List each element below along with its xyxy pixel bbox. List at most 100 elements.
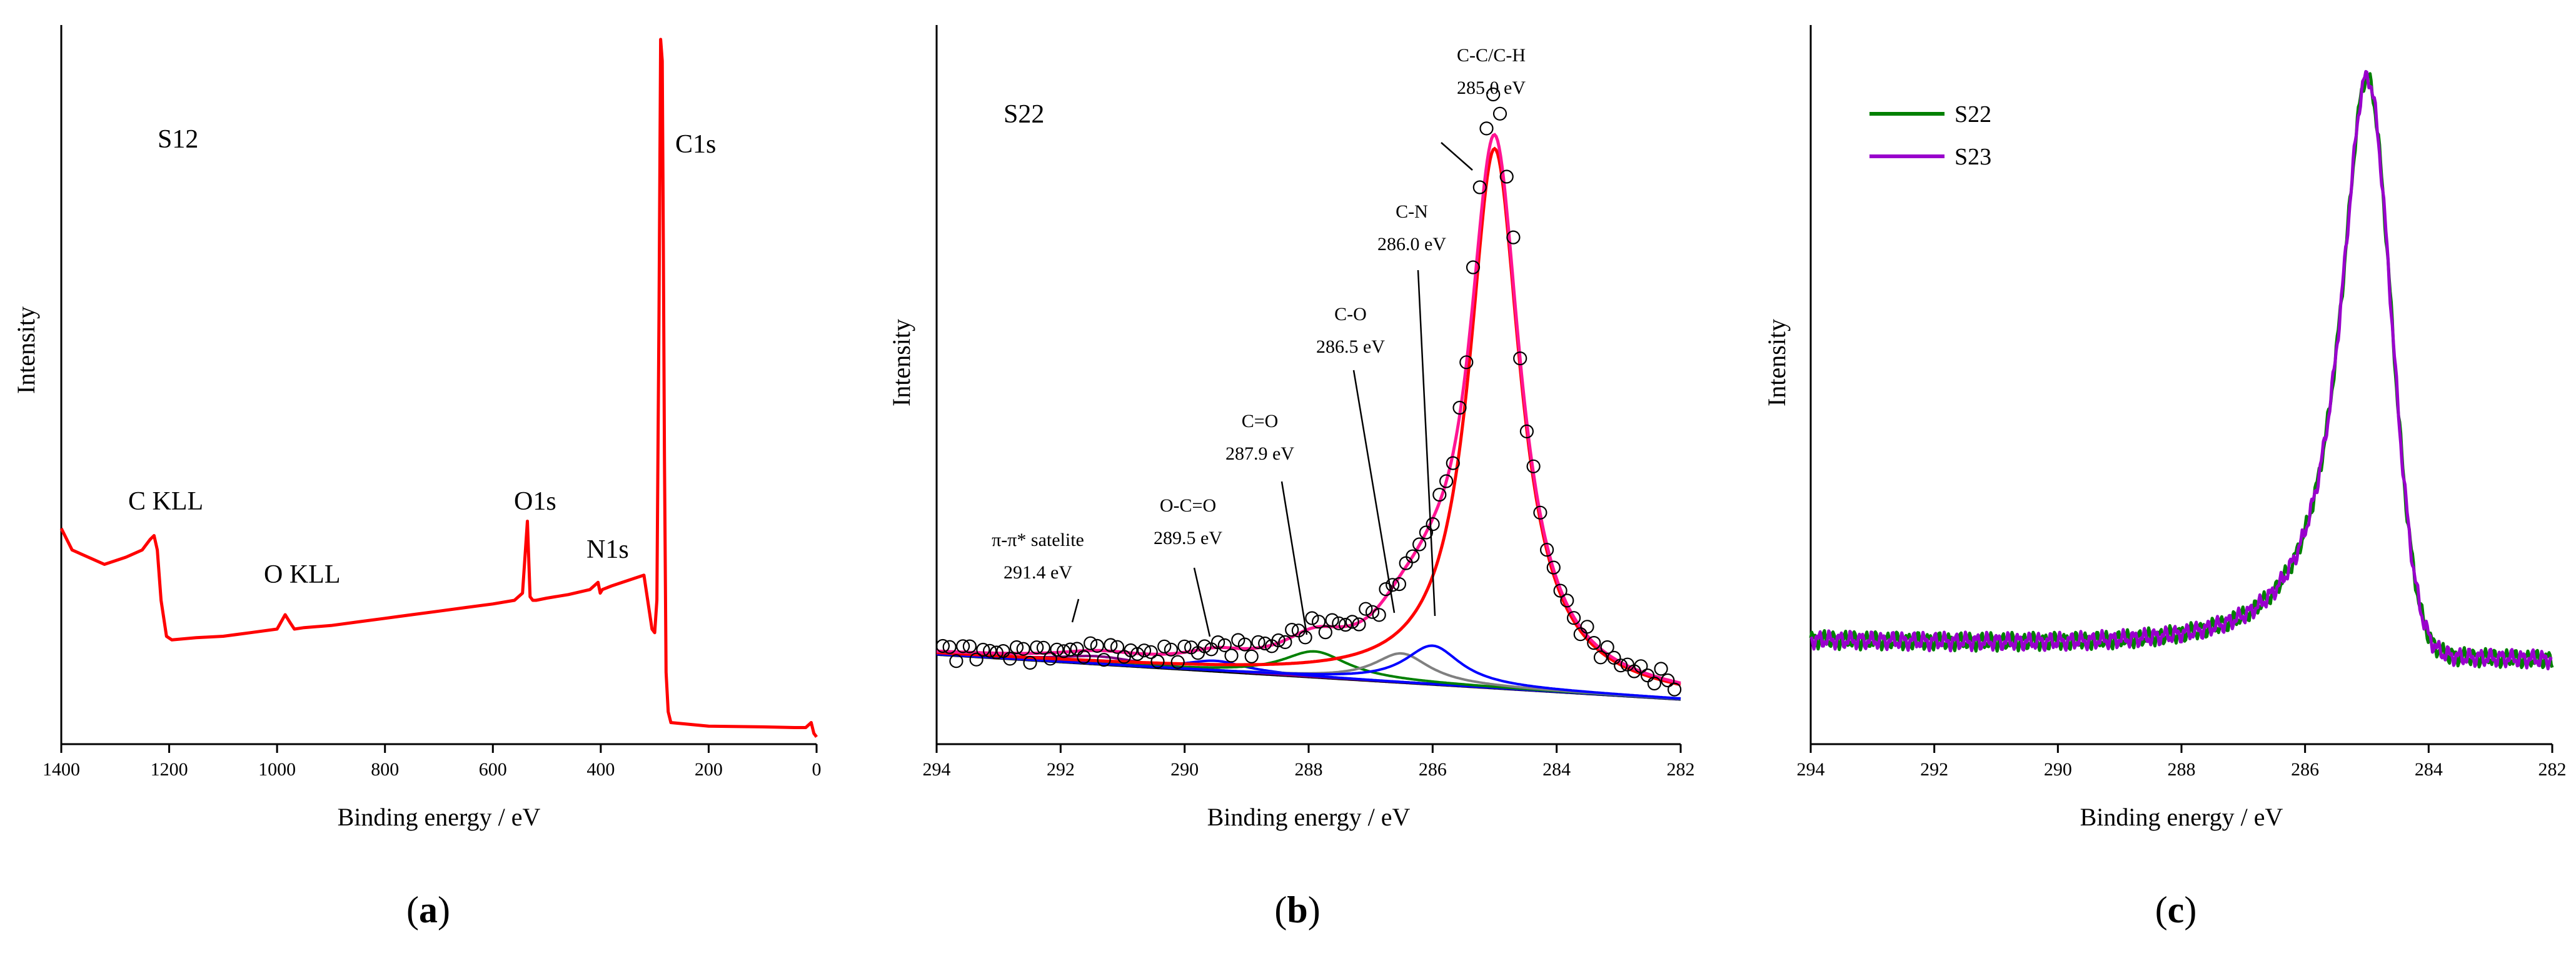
experimental-point bbox=[1251, 635, 1265, 649]
experimental-point bbox=[1023, 655, 1037, 670]
peak-label-o-kll: O KLL bbox=[264, 560, 340, 589]
peak-label-n1s: N1s bbox=[586, 535, 629, 564]
panel-a-survey-line bbox=[59, 38, 818, 739]
experimental-point bbox=[1063, 642, 1078, 657]
experimental-point bbox=[1217, 638, 1232, 653]
experimental-point bbox=[949, 654, 963, 668]
x-tick-label: 282 bbox=[2538, 759, 2567, 780]
experimental-point bbox=[1372, 608, 1386, 622]
label-pi-satellite-energy: 291.4 eV bbox=[1004, 562, 1072, 583]
label-c-c-c-h: C-C/C-H bbox=[1457, 45, 1526, 66]
experimental-point bbox=[935, 638, 950, 653]
legend-label-s22: S22 bbox=[1955, 101, 1991, 128]
experimental-point bbox=[1224, 648, 1239, 663]
x-tick-label: 294 bbox=[923, 759, 951, 780]
x-tick-label: 400 bbox=[586, 759, 615, 780]
envelope-curve bbox=[936, 133, 1681, 685]
experimental-point bbox=[1137, 643, 1152, 658]
label-c-o: C-O bbox=[1334, 304, 1367, 325]
experimental-point bbox=[1419, 525, 1433, 540]
experimental-point bbox=[1553, 583, 1567, 598]
experimental-point bbox=[1271, 633, 1285, 648]
panel-c-legend: S22 S23 bbox=[1869, 101, 1991, 170]
experimental-point bbox=[1150, 654, 1165, 669]
experimental-point bbox=[1318, 625, 1332, 640]
x-tick-label: 600 bbox=[479, 759, 507, 780]
arrow-o-c-double-o bbox=[1193, 567, 1211, 637]
experimental-point bbox=[976, 642, 990, 657]
experimental-point bbox=[1647, 676, 1661, 691]
panel-a-x-axis-label: Binding energy / eV bbox=[338, 803, 541, 831]
legend-label-s23: S23 bbox=[1955, 144, 1991, 170]
experimental-point bbox=[1634, 659, 1648, 673]
experimental-point bbox=[1057, 644, 1071, 658]
panel-b-axes bbox=[935, 25, 1681, 745]
panel-b-experimental-points bbox=[935, 87, 1682, 697]
experimental-point bbox=[1472, 180, 1487, 194]
peak-label-c1s: C1s bbox=[675, 130, 716, 159]
experimental-point bbox=[1170, 655, 1185, 669]
x-tick-label: 286 bbox=[2291, 759, 2319, 780]
x-tick-label: 1200 bbox=[151, 759, 188, 780]
experimental-point bbox=[1392, 577, 1406, 592]
panel-c-series-s23 bbox=[1809, 69, 2553, 670]
experimental-point bbox=[1305, 611, 1319, 625]
experimental-point bbox=[1258, 636, 1272, 651]
experimental-point bbox=[1164, 642, 1179, 657]
panel-b-x-ticks: 294 292 290 288 286 284 282 bbox=[923, 744, 1695, 780]
experimental-point bbox=[1446, 456, 1460, 470]
experimental-point bbox=[1546, 560, 1561, 575]
experimental-point bbox=[1338, 617, 1353, 632]
x-tick-label: 1400 bbox=[43, 759, 80, 780]
experimental-point bbox=[1661, 673, 1675, 688]
experimental-point bbox=[1479, 121, 1494, 136]
panel-a-y-axis-label: Intensity bbox=[12, 306, 40, 394]
x-tick-label: 0 bbox=[812, 759, 822, 780]
x-tick-label: 292 bbox=[1047, 759, 1075, 780]
label-o-c-double-o-energy: 289.5 eV bbox=[1154, 528, 1222, 548]
panel-c-y-axis-label: Intensity bbox=[1763, 319, 1791, 406]
experimental-point bbox=[1197, 639, 1212, 653]
experimental-point bbox=[1244, 649, 1259, 663]
panel-a-x-ticks: 1400 1200 1000 800 600 400 200 0 bbox=[43, 744, 822, 780]
experimental-point bbox=[1600, 640, 1614, 655]
experimental-point bbox=[1359, 602, 1373, 616]
panel-b-caption: (b) bbox=[1274, 889, 1320, 930]
experimental-point bbox=[1090, 638, 1104, 653]
x-tick-label: 290 bbox=[1170, 759, 1199, 780]
experimental-point bbox=[962, 639, 977, 653]
x-tick-label: 292 bbox=[1920, 759, 1948, 780]
experimental-point bbox=[1506, 230, 1521, 245]
experimental-point bbox=[982, 643, 997, 658]
x-tick-label: 284 bbox=[1542, 759, 1571, 780]
experimental-point bbox=[1499, 169, 1514, 184]
experimental-point bbox=[1540, 543, 1554, 557]
component-curve-2 bbox=[936, 644, 1681, 700]
experimental-point bbox=[1526, 459, 1541, 473]
panel-a-caption: (a) bbox=[406, 889, 450, 930]
experimental-point bbox=[1345, 615, 1359, 629]
panel-c-caption: (c) bbox=[2155, 889, 2197, 930]
label-c-double-o: C=O bbox=[1242, 411, 1279, 431]
panel-b-y-axis-label: Intensity bbox=[887, 319, 915, 406]
experimental-point bbox=[1365, 605, 1380, 619]
experimental-point bbox=[1412, 537, 1427, 552]
x-tick-label: 294 bbox=[1797, 759, 1825, 780]
x-tick-label: 282 bbox=[1667, 759, 1695, 780]
panel-c-letter: c bbox=[2168, 889, 2185, 930]
experimental-point bbox=[1325, 613, 1339, 627]
experimental-point bbox=[1587, 635, 1601, 650]
label-o-c-double-o: O-C=O bbox=[1160, 495, 1216, 516]
experimental-point bbox=[1312, 615, 1326, 629]
experimental-point bbox=[1097, 653, 1111, 667]
panel-b-letter: b bbox=[1287, 889, 1307, 930]
arrow-pi-satellite bbox=[1071, 598, 1080, 623]
label-c-double-o-energy: 287.9 eV bbox=[1225, 443, 1294, 464]
experimental-point bbox=[1560, 593, 1574, 608]
experimental-point bbox=[1352, 617, 1366, 632]
experimental-point bbox=[1426, 517, 1440, 532]
experimental-point bbox=[1077, 650, 1091, 664]
arrow-c-o bbox=[1352, 370, 1396, 613]
experimental-point bbox=[1070, 642, 1084, 656]
